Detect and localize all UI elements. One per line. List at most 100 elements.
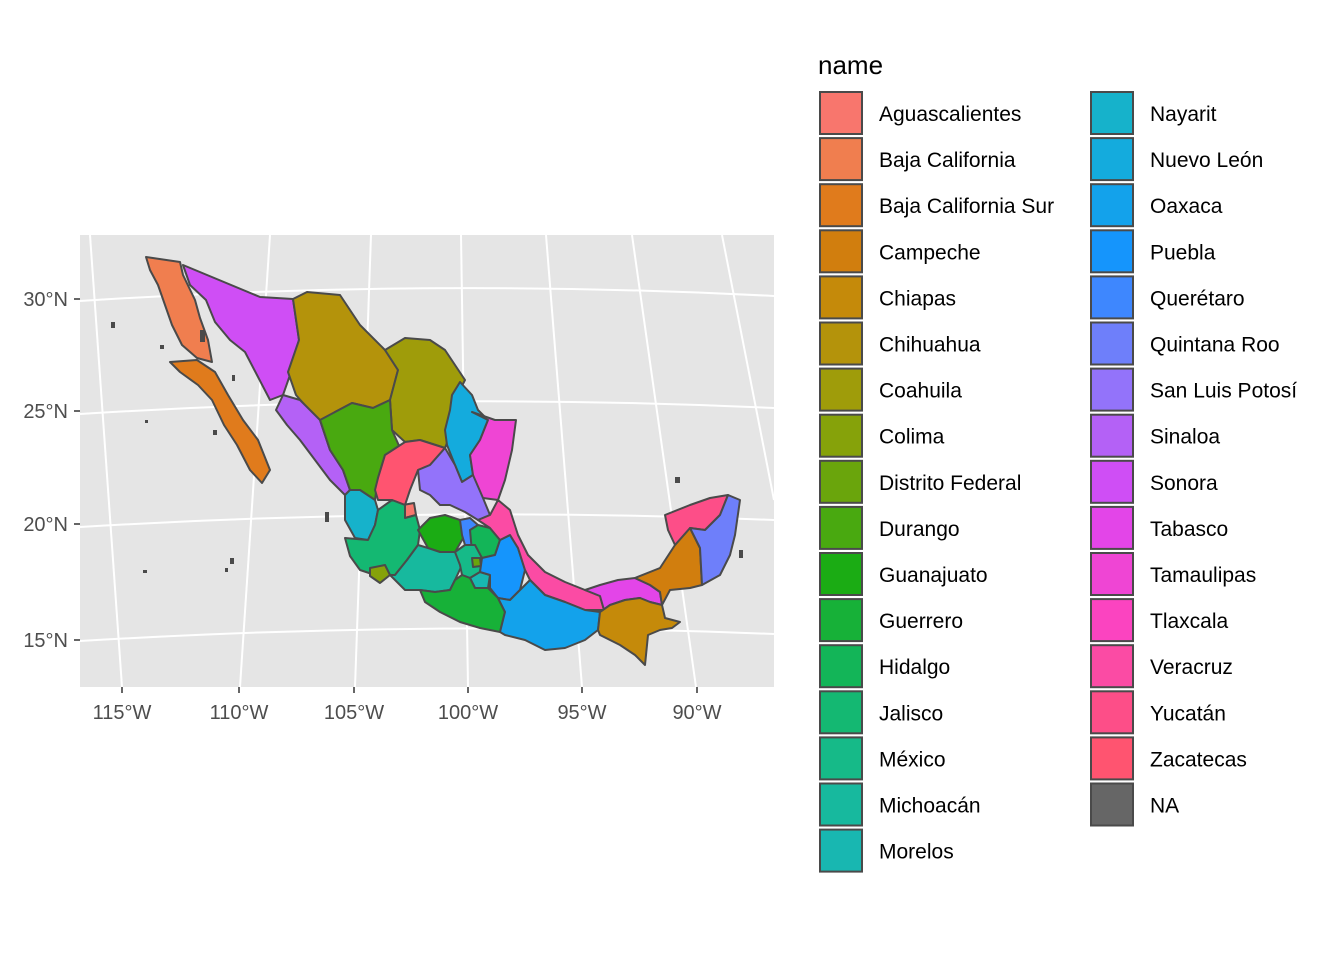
x-tick-110w: 110°W — [210, 687, 269, 724]
legend-item: Coahuila — [819, 367, 962, 412]
legend-key-swatch — [1090, 782, 1134, 827]
legend-item: Zacatecas — [1090, 736, 1247, 781]
legend-item: Baja California Sur — [819, 183, 1054, 228]
legend-label: Querétaro — [1150, 287, 1245, 310]
legend-item: Morelos — [819, 828, 954, 873]
legend-key-swatch — [1090, 690, 1134, 735]
legend-key-swatch — [819, 459, 863, 504]
legend-label: Chiapas — [879, 287, 956, 310]
legend-label: Oaxaca — [1150, 195, 1223, 218]
y-tick-20n: 20°N — [23, 514, 80, 536]
legend-label: Aguascalientes — [879, 103, 1021, 126]
legend-label: Chihuahua — [879, 334, 981, 357]
y-tick-label: 15°N — [23, 630, 68, 652]
legend-label: Coahuila — [879, 380, 962, 403]
legend-label: Quintana Roo — [1150, 334, 1280, 357]
legend: name Aguascalientes Baja California Baja C… — [818, 50, 1297, 873]
legend-label: Campeche — [879, 241, 981, 264]
legend-label: Morelos — [879, 841, 954, 864]
state-chiapas — [597, 597, 681, 666]
y-tick-label: 30°N — [23, 289, 68, 311]
legend-key-swatch — [1090, 505, 1134, 550]
legend-key-swatch — [819, 690, 863, 735]
legend-key-swatch — [819, 321, 863, 366]
legend-item: Querétaro — [1090, 275, 1245, 320]
legend-items: Aguascalientes Baja California Baja Califo… — [819, 91, 1297, 873]
legend-key-swatch — [819, 137, 863, 182]
state-colima — [369, 564, 391, 584]
legend-key-swatch — [1090, 459, 1134, 504]
x-tick-label: 100°W — [438, 702, 498, 724]
x-tick-90w: 90°W — [672, 687, 722, 724]
legend-label: Nuevo León — [1150, 149, 1263, 172]
legend-item: México — [819, 736, 946, 781]
legend-key-swatch — [1090, 598, 1134, 643]
x-tick-label: 110°W — [210, 702, 269, 724]
legend-item: Colima — [819, 413, 945, 458]
legend-item: Tamaulipas — [1090, 552, 1256, 596]
legend-key-swatch — [1090, 552, 1134, 596]
legend-label: Tlaxcala — [1150, 610, 1229, 633]
legend-label: Durango — [879, 518, 960, 541]
legend-key-swatch — [819, 552, 863, 596]
legend-key-swatch — [1090, 736, 1134, 781]
y-tick-label: 25°N — [23, 401, 68, 423]
legend-item: Sonora — [1090, 459, 1218, 504]
legend-label: Hidalgo — [879, 656, 950, 679]
state-baja-california-sur — [169, 359, 271, 484]
legend-key-swatch — [819, 229, 863, 274]
legend-label: Michoacán — [879, 795, 981, 818]
legend-key-swatch — [819, 598, 863, 643]
parallel-15n — [80, 627, 774, 642]
state-baja-california — [145, 256, 213, 363]
state-jalisco — [344, 499, 421, 576]
y-axis: 30°N 25°N 20°N 15°N — [23, 289, 80, 652]
legend-label: Tamaulipas — [1150, 564, 1256, 587]
legend-item: Chihuahua — [819, 321, 981, 366]
legend-key-swatch — [819, 828, 863, 873]
legend-key-swatch — [819, 413, 863, 458]
legend-item: Campeche — [819, 229, 981, 274]
legend-label: Puebla — [1150, 241, 1216, 264]
legend-item: Oaxaca — [1090, 183, 1223, 228]
x-tick-100w: 100°W — [438, 687, 498, 724]
legend-key-swatch — [819, 183, 863, 228]
state-quintana-roo — [689, 494, 741, 586]
legend-item: Hidalgo — [819, 644, 950, 689]
legend-item: Jalisco — [819, 690, 943, 735]
legend-item: San Luis Potosí — [1090, 367, 1297, 412]
state-distrito-federal — [471, 557, 482, 568]
y-tick-15n: 15°N — [23, 630, 80, 652]
legend-item: Puebla — [1090, 229, 1216, 274]
x-tick-label: 90°W — [672, 702, 721, 724]
legend-item: Guanajuato — [819, 552, 988, 596]
x-tick-label: 115°W — [93, 702, 152, 724]
x-tick-label: 105°W — [324, 702, 384, 724]
legend-item: Tabasco — [1090, 505, 1228, 550]
states — [145, 256, 741, 666]
state-campeche — [634, 527, 703, 606]
legend-key-swatch — [819, 275, 863, 320]
legend-key-swatch — [819, 736, 863, 781]
legend-item: Guerrero — [819, 598, 963, 643]
meridian-115w — [89, 235, 123, 687]
legend-item: Distrito Federal — [819, 459, 1021, 504]
legend-key-swatch — [1090, 321, 1134, 366]
legend-label: NA — [1150, 795, 1179, 818]
x-tick-115w: 115°W — [93, 687, 152, 724]
meridian-90w — [631, 235, 697, 687]
legend-label: Distrito Federal — [879, 472, 1021, 495]
legend-label: Nayarit — [1150, 103, 1217, 126]
legend-key-swatch — [819, 782, 863, 827]
legend-label: Baja California — [879, 149, 1016, 172]
legend-item: Yucatán — [1090, 690, 1226, 735]
legend-label: Tabasco — [1150, 518, 1228, 541]
legend-label: Guerrero — [879, 610, 963, 633]
legend-item: Baja California — [819, 137, 1016, 182]
legend-item: Aguascalientes — [819, 91, 1021, 135]
legend-item: Chiapas — [819, 275, 956, 320]
legend-item: Michoacán — [819, 782, 981, 827]
legend-item: Nayarit — [1090, 91, 1217, 135]
x-tick-95w: 95°W — [557, 687, 607, 724]
